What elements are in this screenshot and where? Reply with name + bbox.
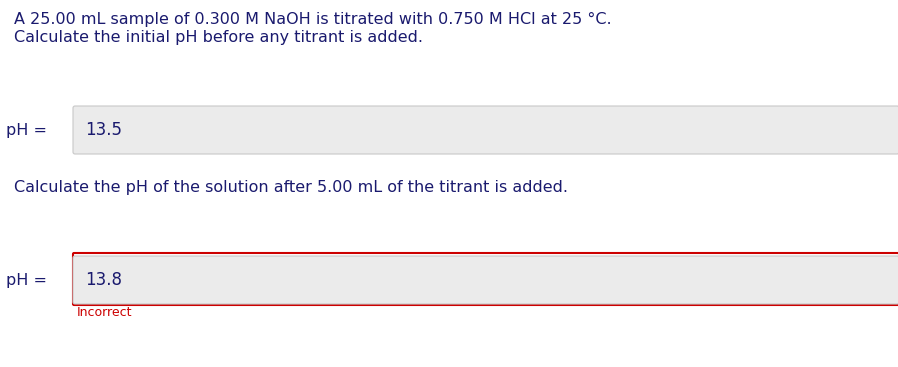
FancyBboxPatch shape bbox=[73, 106, 898, 154]
Text: 13.5: 13.5 bbox=[85, 121, 122, 139]
Text: pH =: pH = bbox=[6, 273, 52, 287]
Text: pH =: pH = bbox=[6, 123, 52, 138]
Text: Calculate the pH of the solution after 5.00 mL of the titrant is added.: Calculate the pH of the solution after 5… bbox=[14, 180, 568, 195]
Text: Calculate the initial pH before any titrant is added.: Calculate the initial pH before any titr… bbox=[14, 30, 423, 45]
FancyBboxPatch shape bbox=[73, 253, 898, 305]
FancyBboxPatch shape bbox=[73, 256, 898, 304]
Text: 13.8: 13.8 bbox=[85, 271, 122, 289]
Text: Incorrect: Incorrect bbox=[77, 306, 133, 319]
Text: A 25.00 mL sample of 0.300 M NaOH is titrated with 0.750 M HCl at 25 °C.: A 25.00 mL sample of 0.300 M NaOH is tit… bbox=[14, 12, 612, 27]
